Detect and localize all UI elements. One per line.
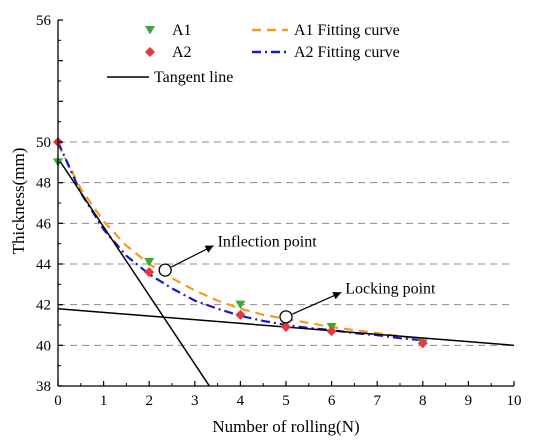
a1-point	[144, 257, 155, 267]
y-tick-label: 44	[36, 257, 52, 273]
locking-point-arrow	[292, 291, 342, 315]
y-tick-label: 56	[36, 13, 52, 29]
y-tick-label: 38	[36, 379, 51, 395]
x-tick-label: 3	[191, 393, 199, 409]
grid-lines	[58, 141, 514, 346]
x-axis-label: Number of rolling(N)	[212, 417, 359, 436]
x-tick-label: 0	[54, 393, 62, 409]
legend-a2-marker	[145, 47, 155, 57]
y-tick-label: 48	[36, 176, 51, 192]
x-tick-label: 6	[328, 393, 336, 409]
x-tick-label: 10	[507, 393, 522, 409]
a1-fitting-curve	[57, 143, 423, 341]
x-tick-label: 2	[145, 393, 153, 409]
legend-a1-label: A1	[172, 22, 192, 39]
x-tick-label: 4	[237, 393, 245, 409]
y-axis-label: Thickness(mm)	[9, 148, 28, 255]
a2-point	[417, 338, 428, 349]
inflection-point-label: Inflection point	[218, 234, 318, 251]
x-tick-label: 1	[100, 393, 108, 409]
x-tick-label: 8	[419, 393, 427, 409]
legend-a2-label: A2	[172, 44, 192, 61]
inflection-point-marker	[158, 263, 172, 277]
a2-point	[235, 309, 246, 320]
locking-point-arrowhead	[332, 291, 342, 300]
series-group	[53, 137, 515, 387]
x-tick-label: 7	[373, 393, 381, 409]
locking-point-marker	[279, 310, 293, 324]
legend-a2-fitting-curve-label: A2 Fitting curve	[294, 44, 400, 61]
a2-point	[144, 267, 155, 278]
locking-point-label: Locking point	[345, 280, 436, 297]
x-tick-label: 9	[465, 393, 473, 409]
a1-point	[235, 300, 246, 310]
tangent-line-segment	[57, 157, 211, 387]
legend-tangent-line-label: Tangent line	[154, 69, 233, 86]
legend-a1-fitting-curve-label: A1 Fitting curve	[294, 22, 400, 39]
a2-point	[281, 322, 291, 333]
legend: A1 A2 A1 Fitting curve A2 Fitting curve Tang…	[107, 22, 400, 86]
y-tick-label: 42	[36, 298, 51, 314]
legend-a1-marker	[145, 26, 155, 35]
y-tick-label: 50	[36, 135, 51, 151]
x-tick-label: 5	[282, 393, 290, 409]
a2-point	[326, 326, 337, 337]
inflection-point-arrowhead	[204, 245, 214, 253]
y-tick-label: 46	[36, 216, 52, 232]
y-tick-label: 40	[36, 338, 51, 354]
annotations: Inflection point Locking point	[158, 234, 436, 324]
